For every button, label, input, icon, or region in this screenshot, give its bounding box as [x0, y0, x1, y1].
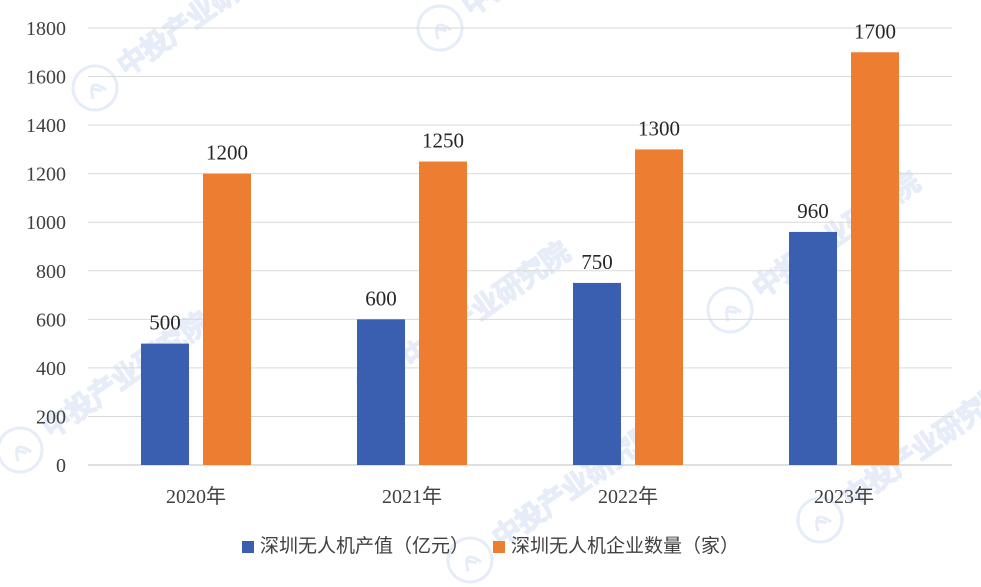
legend-swatch [493, 541, 505, 553]
y-tick-label: 200 [36, 406, 66, 428]
y-tick-label: 1800 [26, 18, 66, 40]
bar-enterprise-count [419, 161, 467, 465]
watermark-text: 中投产业研究院 [111, 0, 290, 83]
y-tick-label: 400 [36, 358, 66, 380]
legend-label: 深圳无人机产值（亿元） [260, 535, 469, 557]
y-tick-label: 1400 [26, 115, 66, 137]
y-tick-label: 800 [36, 261, 66, 283]
watermark-logo-icon [725, 305, 743, 322]
data-label: 1250 [422, 129, 464, 153]
data-label: 750 [581, 250, 613, 274]
y-tick-label: 600 [36, 309, 66, 331]
watermark-logo-icon [90, 83, 108, 100]
y-tick-label: 1200 [26, 164, 66, 186]
watermark-logo-icon [15, 445, 33, 462]
x-tick-label: 2021年 [382, 485, 442, 508]
bar-output-value [357, 319, 405, 465]
data-label: 600 [365, 286, 397, 310]
x-axis-ticks: 2020年 2021年 2022年 2023年 [166, 485, 874, 508]
watermark-stamp: 中投产业研究院 [416, 0, 637, 52]
data-label: 1200 [206, 141, 248, 165]
watermark-logo-icon [435, 23, 453, 40]
watermark-logo-icon [815, 515, 833, 532]
x-tick-label: 2023年 [814, 485, 874, 508]
y-tick-label: 1000 [26, 212, 66, 234]
watermark-text: 中投产业研究院 [456, 0, 635, 23]
data-label: 500 [149, 311, 181, 335]
bar-enterprise-count [203, 173, 251, 465]
legend-swatch [242, 541, 254, 553]
legend: 深圳无人机产值（亿元） 深圳无人机企业数量（家） [242, 535, 739, 557]
bar-enterprise-count [635, 149, 683, 465]
y-tick-label: 0 [56, 455, 66, 477]
x-tick-label: 2020年 [166, 485, 226, 508]
data-labels: 500 1200 600 1250 750 1300 960 1700 [149, 19, 896, 334]
y-axis-ticks: 0 200 400 600 800 1000 1200 1400 1600 1800 [26, 18, 66, 477]
watermark-stamp: 中投产业研究院 [71, 0, 292, 112]
y-tick-label: 1600 [26, 67, 66, 89]
bar-output-value [789, 231, 837, 465]
data-label: 960 [797, 199, 829, 223]
watermark-logo-icon [465, 555, 483, 572]
bars [141, 52, 899, 466]
bar-output-value [573, 282, 621, 465]
data-label: 1700 [854, 19, 896, 43]
legend-label: 深圳无人机企业数量（家） [511, 535, 739, 557]
data-label: 1300 [638, 116, 680, 140]
x-tick-label: 2022年 [598, 485, 658, 508]
bar-enterprise-count [851, 52, 899, 466]
bar-output-value [141, 343, 189, 465]
